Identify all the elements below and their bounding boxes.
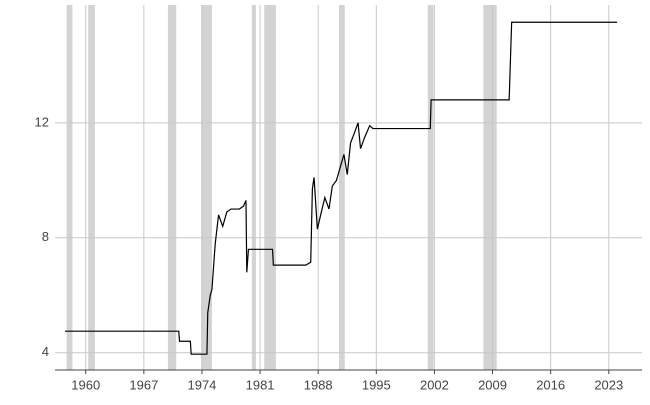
x-tick-label: 2016 (536, 377, 565, 392)
x-tick-label: 1981 (246, 377, 275, 392)
x-tick-label: 1974 (187, 377, 216, 392)
x-tick-label: 1988 (304, 377, 333, 392)
x-tick-label: 2023 (594, 377, 623, 392)
recession-band (251, 5, 256, 370)
recession-band (338, 5, 345, 370)
recession-band (88, 5, 95, 370)
recession-band (167, 5, 177, 370)
x-tick-label: 2002 (420, 377, 449, 392)
y-tick-label: 8 (42, 229, 49, 244)
data-line (64, 21, 618, 355)
y-tick-label: 4 (42, 344, 49, 359)
recession-band (201, 5, 212, 370)
x-tick-label: 1967 (129, 377, 158, 392)
x-tick-label: 1960 (71, 377, 100, 392)
y-tick-label: 12 (35, 114, 49, 129)
recession-band (483, 5, 497, 370)
x-tick-label: 1995 (362, 377, 391, 392)
recession-band (66, 5, 73, 370)
recession-band (427, 5, 434, 370)
recession-band (264, 5, 276, 370)
x-tick-label: 2009 (478, 377, 507, 392)
